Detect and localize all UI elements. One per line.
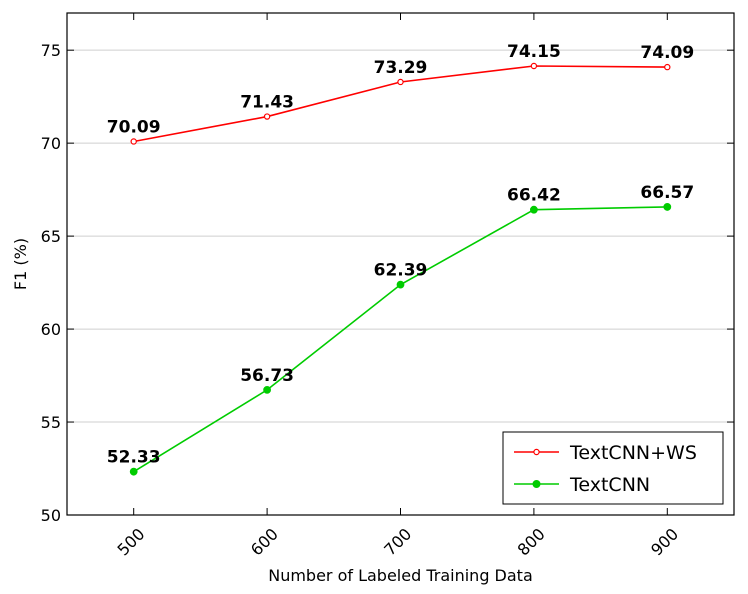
x-axis-title: Number of Labeled Training Data bbox=[268, 566, 533, 585]
x-tick-label: 500 bbox=[113, 524, 148, 559]
data-point bbox=[396, 280, 405, 289]
series-group bbox=[129, 62, 672, 476]
data-label: 71.43 bbox=[240, 93, 294, 113]
legend: TextCNN+WS TextCNN bbox=[502, 431, 724, 505]
x-tick-label: 800 bbox=[514, 524, 549, 559]
y-tick-label: 50 bbox=[41, 506, 61, 525]
data-label: 62.39 bbox=[374, 261, 428, 281]
legend-marker bbox=[532, 480, 541, 489]
data-labels: 70.09 71.43 73.29 74.15 74.09 52.33 56.73 62.39… bbox=[107, 42, 694, 468]
y-tick-label: 70 bbox=[41, 134, 61, 153]
data-point bbox=[263, 385, 272, 394]
y-tick-label: 60 bbox=[41, 320, 61, 339]
data-label: 73.29 bbox=[374, 58, 428, 78]
data-point bbox=[530, 205, 538, 214]
data-point bbox=[263, 113, 271, 120]
data-label: 56.73 bbox=[240, 366, 294, 386]
data-label: 74.09 bbox=[640, 43, 694, 63]
data-point bbox=[530, 62, 538, 70]
data-label: 74.15 bbox=[507, 42, 561, 62]
y-tick-label: 55 bbox=[41, 413, 61, 432]
data-label: 52.33 bbox=[107, 448, 161, 468]
grid-lines bbox=[67, 49, 734, 423]
data-point bbox=[397, 78, 404, 86]
y-tick-label: 65 bbox=[41, 227, 61, 246]
data-point bbox=[129, 467, 138, 476]
data-label: 70.09 bbox=[107, 117, 161, 137]
data-point bbox=[664, 63, 671, 71]
data-label: 66.42 bbox=[507, 186, 561, 206]
data-point bbox=[663, 203, 672, 211]
x-tick-label: 700 bbox=[380, 524, 415, 559]
x-tick-label: 900 bbox=[647, 524, 682, 559]
legend-label: TextCNN+WS bbox=[569, 442, 697, 464]
y-tick-label: 75 bbox=[41, 41, 61, 60]
data-label: 66.57 bbox=[640, 183, 694, 203]
legend-label: TextCNN bbox=[569, 474, 650, 496]
y-axis-title: F1 (%) bbox=[11, 238, 30, 290]
data-point bbox=[130, 138, 137, 145]
x-tick-label: 600 bbox=[247, 524, 282, 559]
legend-marker bbox=[533, 448, 540, 456]
legend-box bbox=[502, 431, 724, 505]
